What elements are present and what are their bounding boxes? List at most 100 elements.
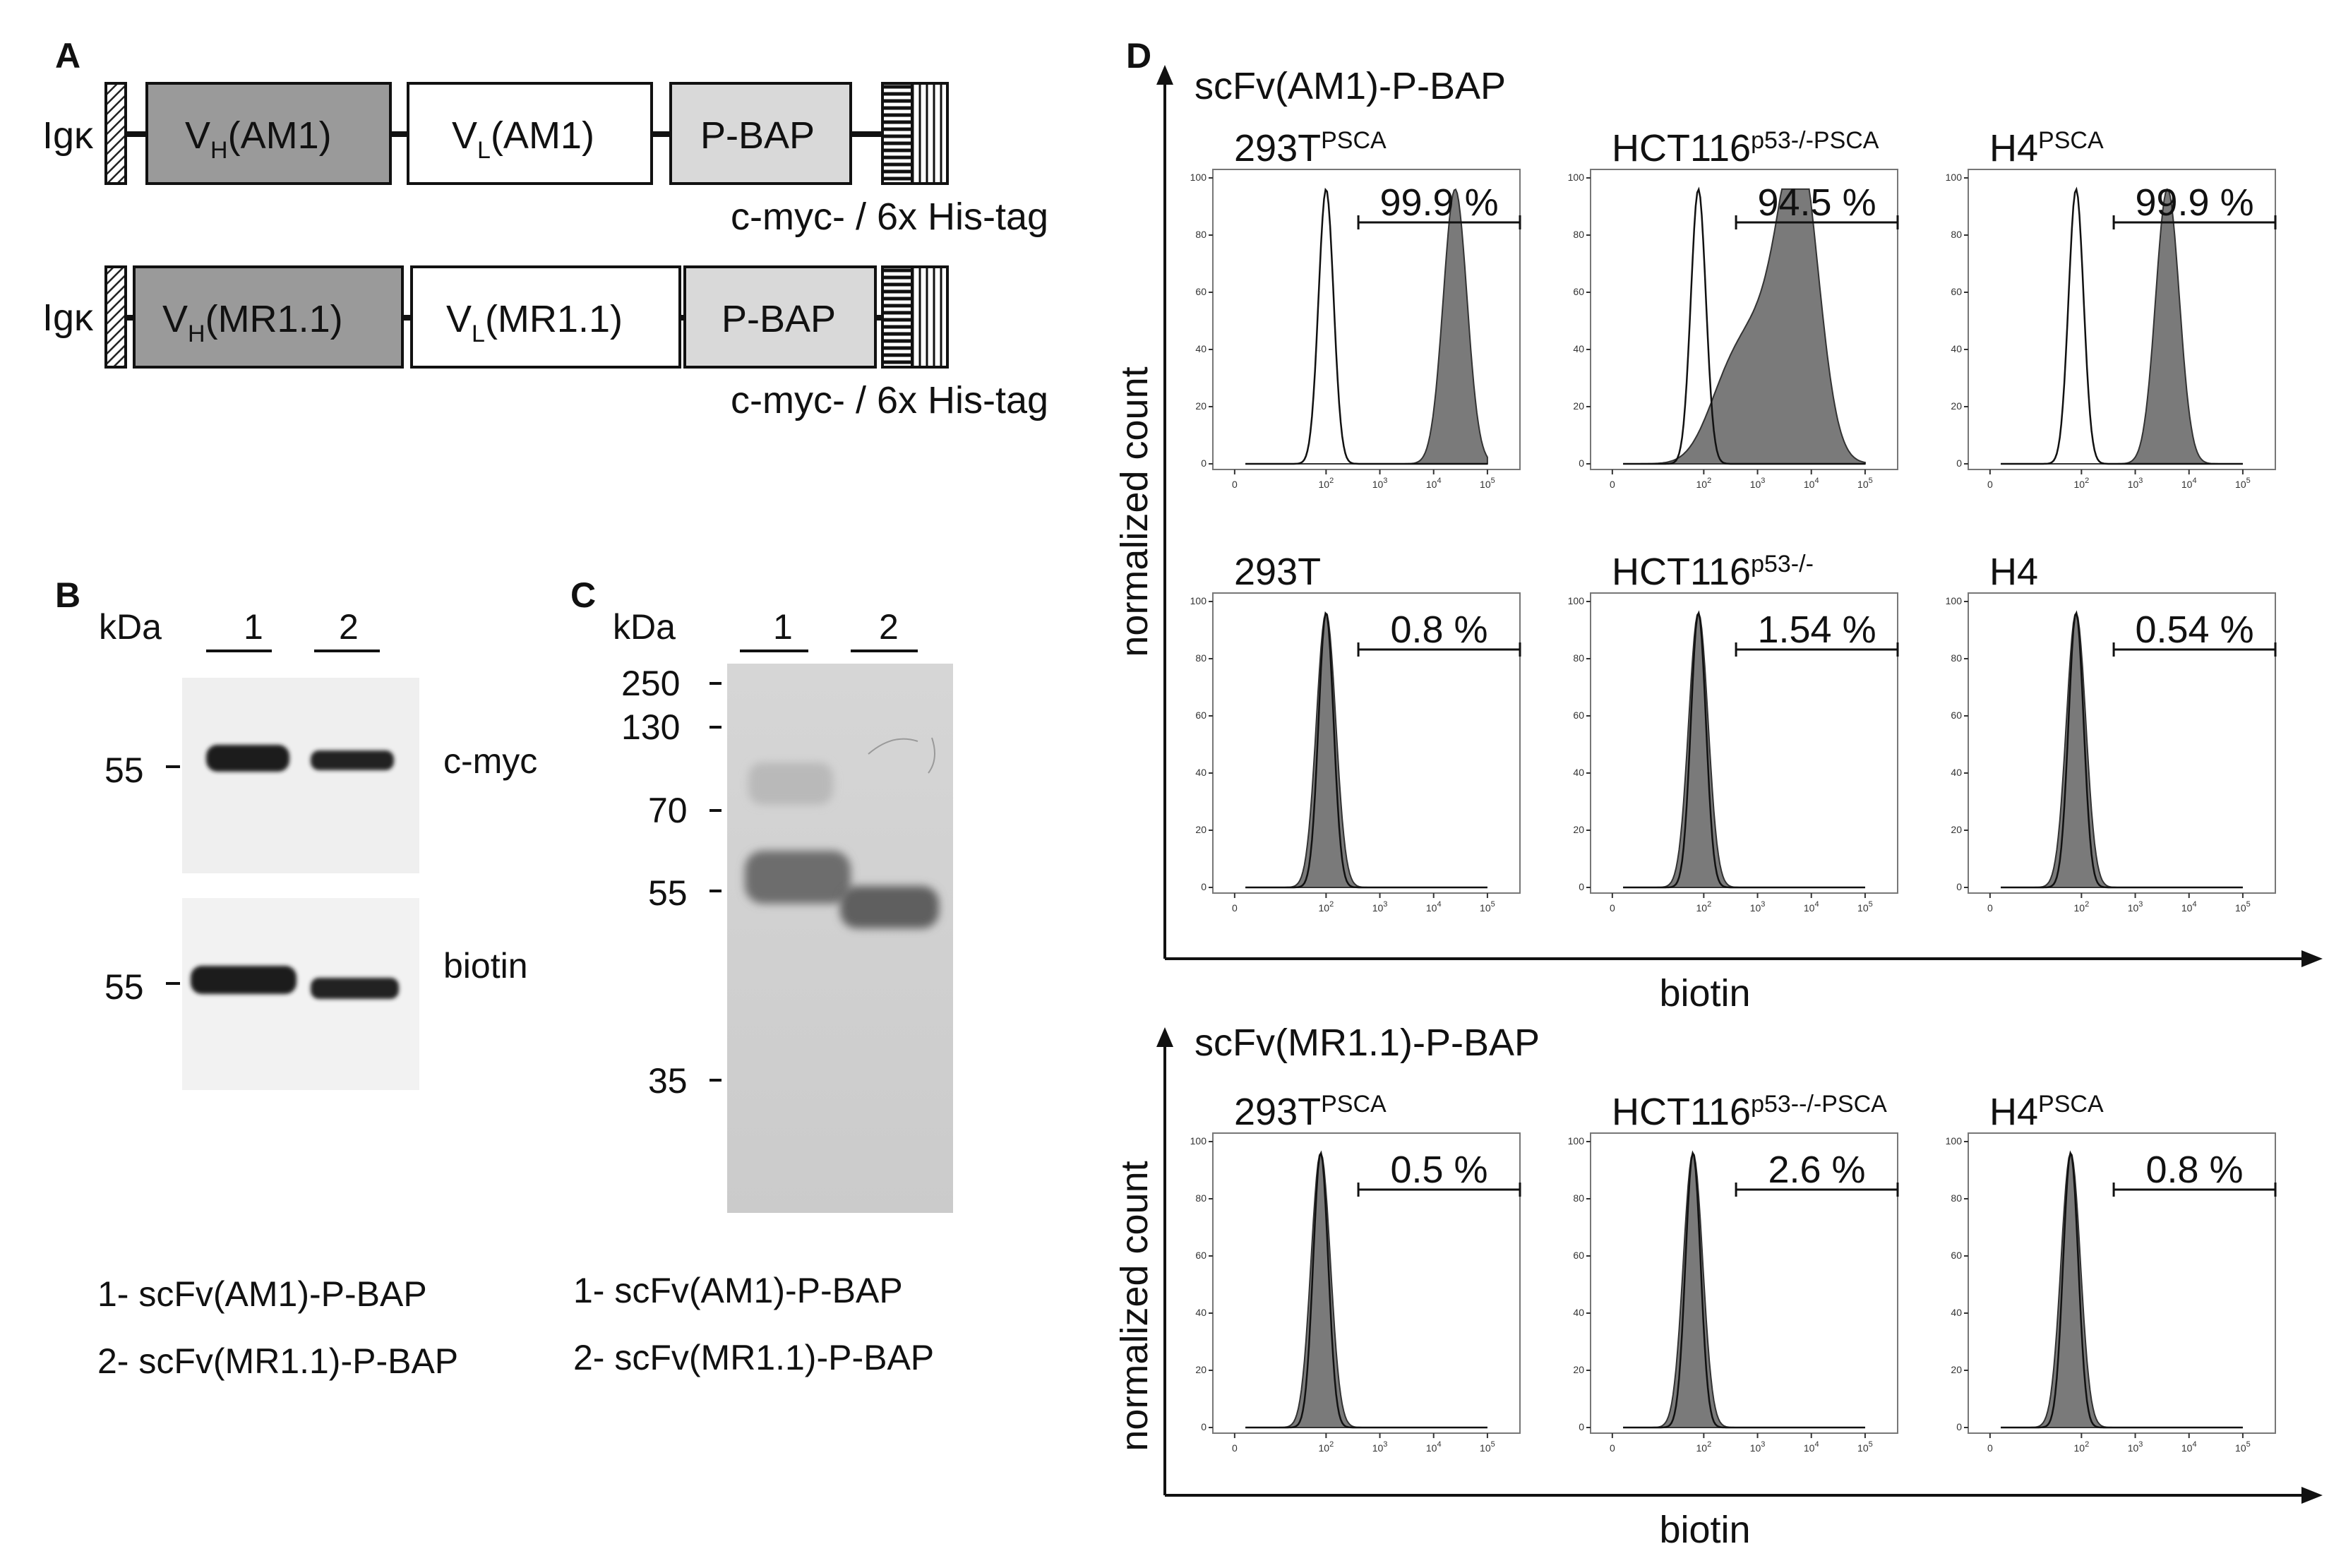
x-tick-label: 104 bbox=[1426, 900, 1442, 914]
vh-label-1: VH(AM1) bbox=[185, 114, 332, 164]
igk-signal-block-2 bbox=[104, 265, 127, 369]
gel-marker-70: 70 bbox=[648, 791, 688, 830]
group-title: scFv(MR1.1)-P-BAP bbox=[1195, 1022, 1540, 1064]
y-tick-label: 40 bbox=[1573, 343, 1584, 354]
igk-leader-label-1: Igκ bbox=[42, 114, 94, 157]
gel-marker-55: 55 bbox=[648, 873, 688, 913]
construct-mr11: Igκ VH(MR1.1) VL(MR1.1) P-BAP c-myc- / 6… bbox=[42, 265, 1048, 421]
x-tick-label: 102 bbox=[2074, 477, 2090, 490]
sample-label: H4PSCA bbox=[1989, 127, 2104, 169]
y-tick-label: 60 bbox=[1195, 1250, 1207, 1261]
b-lane-2-label: 2 bbox=[339, 607, 359, 647]
y-tick-label: 100 bbox=[1190, 1135, 1207, 1147]
y-tick-label: 60 bbox=[1951, 286, 1962, 297]
control-histogram bbox=[2001, 610, 2243, 889]
vh-label-2: VH(MR1.1) bbox=[162, 298, 343, 347]
x-tick-label: 104 bbox=[2181, 900, 2197, 914]
vl-label-2: VL(MR1.1) bbox=[446, 298, 623, 347]
c-myc-band-lane-1 bbox=[206, 745, 289, 772]
histogram-plot: 293T 0 20 40 60 80 100 0 102 103 104 105 0.8 % bbox=[1190, 551, 1521, 914]
x-tick-label: 0 bbox=[1987, 902, 1993, 914]
x-axis-arrowhead bbox=[2301, 950, 2323, 967]
x-tick-label: 0 bbox=[1610, 902, 1615, 914]
histogram-plot: H4PSCA 0 20 40 60 80 100 0 102 103 104 105 0.8 % bbox=[1946, 1091, 2277, 1454]
histogram-plot: HCT116p53--/-PSCA 0 20 40 60 80 100 0 102 103 104 1… bbox=[1568, 1091, 1899, 1454]
y-tick-label: 40 bbox=[1573, 1307, 1584, 1318]
c-kda-label: kDa bbox=[613, 607, 676, 647]
x-tick-label: 104 bbox=[1804, 900, 1819, 914]
biotin-band-lane-2 bbox=[311, 978, 399, 999]
y-tick-label: 20 bbox=[1573, 1364, 1584, 1375]
x-tick-label: 104 bbox=[1426, 477, 1442, 490]
x-tick-label: 103 bbox=[1372, 900, 1388, 914]
cmyc-tag-block-2 bbox=[881, 265, 914, 369]
biotin-band-lane-1 bbox=[191, 966, 297, 994]
y-tick-label: 100 bbox=[1568, 172, 1585, 183]
control-histogram bbox=[1245, 611, 1487, 889]
plot-frame bbox=[1968, 1132, 2276, 1434]
x-tick-label: 104 bbox=[1804, 1440, 1819, 1454]
y-axis-label: normalized count bbox=[1113, 1161, 1156, 1451]
plot-frame bbox=[1968, 169, 2276, 470]
histogram-plot: H4PSCA 0 20 40 60 80 100 0 102 103 104 105 99.9 % bbox=[1946, 127, 2277, 490]
control-histogram bbox=[2001, 186, 2243, 465]
y-tick-label: 40 bbox=[1951, 343, 1962, 354]
histogram-plot: H4 0 20 40 60 80 100 0 102 103 104 105 0.54 % bbox=[1946, 551, 2277, 914]
panel-label-d: D bbox=[1126, 36, 1151, 76]
x-tick-label: 0 bbox=[1610, 1442, 1615, 1454]
sample-label: 293T bbox=[1234, 551, 1321, 593]
c-legend-1: 1- scFv(AM1)-P-BAP bbox=[573, 1271, 903, 1310]
biotin-label: biotin bbox=[443, 946, 528, 986]
tags-note-2: c-myc- / 6x His-tag bbox=[731, 379, 1048, 421]
y-tick-label: 80 bbox=[1951, 1192, 1962, 1204]
x-tick-label: 104 bbox=[2181, 1440, 2197, 1454]
igk-leader-label-2: Igκ bbox=[42, 297, 94, 339]
x-axis-arrowhead bbox=[2301, 1487, 2323, 1504]
y-tick-label: 80 bbox=[1195, 652, 1207, 664]
y-tick-label: 20 bbox=[1195, 1364, 1207, 1375]
y-tick-label: 40 bbox=[1951, 767, 1962, 778]
y-tick-label: 40 bbox=[1195, 767, 1207, 778]
y-tick-label: 60 bbox=[1573, 1250, 1584, 1261]
sample-label: HCT116p53-/-PSCA bbox=[1612, 127, 1879, 169]
x-tick-label: 105 bbox=[1857, 1440, 1873, 1454]
x-tick-label: 103 bbox=[1750, 900, 1766, 914]
y-tick-label: 20 bbox=[1951, 824, 1962, 835]
y-tick-label: 0 bbox=[1579, 881, 1584, 892]
gate-percent-label: 0.8 % bbox=[2145, 1149, 2243, 1191]
y-tick-label: 0 bbox=[1201, 881, 1207, 892]
y-tick-label: 80 bbox=[1573, 1192, 1584, 1204]
x-tick-label: 105 bbox=[1480, 477, 1495, 490]
tags-note-1: c-myc- / 6x His-tag bbox=[731, 196, 1048, 238]
gel-marker-250: 250 bbox=[621, 664, 680, 703]
c-legend-2: 2- scFv(MR1.1)-P-BAP bbox=[573, 1338, 934, 1377]
x-tick-label: 102 bbox=[1319, 477, 1334, 490]
panel-label-a: A bbox=[55, 36, 80, 76]
y-tick-label: 0 bbox=[1579, 1421, 1584, 1432]
y-tick-label: 0 bbox=[1956, 1421, 1962, 1432]
y-tick-label: 20 bbox=[1573, 824, 1584, 835]
x-tick-label: 105 bbox=[1857, 477, 1873, 490]
vh-domain-block-1 bbox=[145, 82, 392, 185]
b-legend-1: 1- scFv(AM1)-P-BAP bbox=[97, 1274, 427, 1314]
gel-band-lane-2 bbox=[840, 886, 939, 928]
y-tick-label: 60 bbox=[1573, 710, 1584, 721]
control-histogram bbox=[1245, 1150, 1487, 1429]
control-histogram bbox=[1623, 1150, 1865, 1429]
gate-percent-label: 94.5 % bbox=[1757, 181, 1876, 224]
y-tick-label: 0 bbox=[1956, 881, 1962, 892]
x-tick-label: 103 bbox=[1372, 477, 1388, 490]
igk-signal-block-1 bbox=[104, 82, 127, 185]
x-axis-label: biotin bbox=[1659, 1509, 1750, 1551]
vl-domain-block-1 bbox=[407, 82, 653, 185]
y-tick-label: 80 bbox=[1951, 229, 1962, 240]
plot-frame bbox=[1590, 1132, 1898, 1434]
cmyc-tag-block-1 bbox=[881, 82, 914, 185]
b-kda-label: kDa bbox=[99, 607, 162, 647]
x-tick-label: 102 bbox=[1696, 900, 1712, 914]
pbap-label-2: P-BAP bbox=[722, 298, 836, 340]
y-tick-label: 100 bbox=[1190, 172, 1207, 183]
y-tick-label: 0 bbox=[1956, 457, 1962, 469]
y-tick-label: 60 bbox=[1195, 286, 1207, 297]
